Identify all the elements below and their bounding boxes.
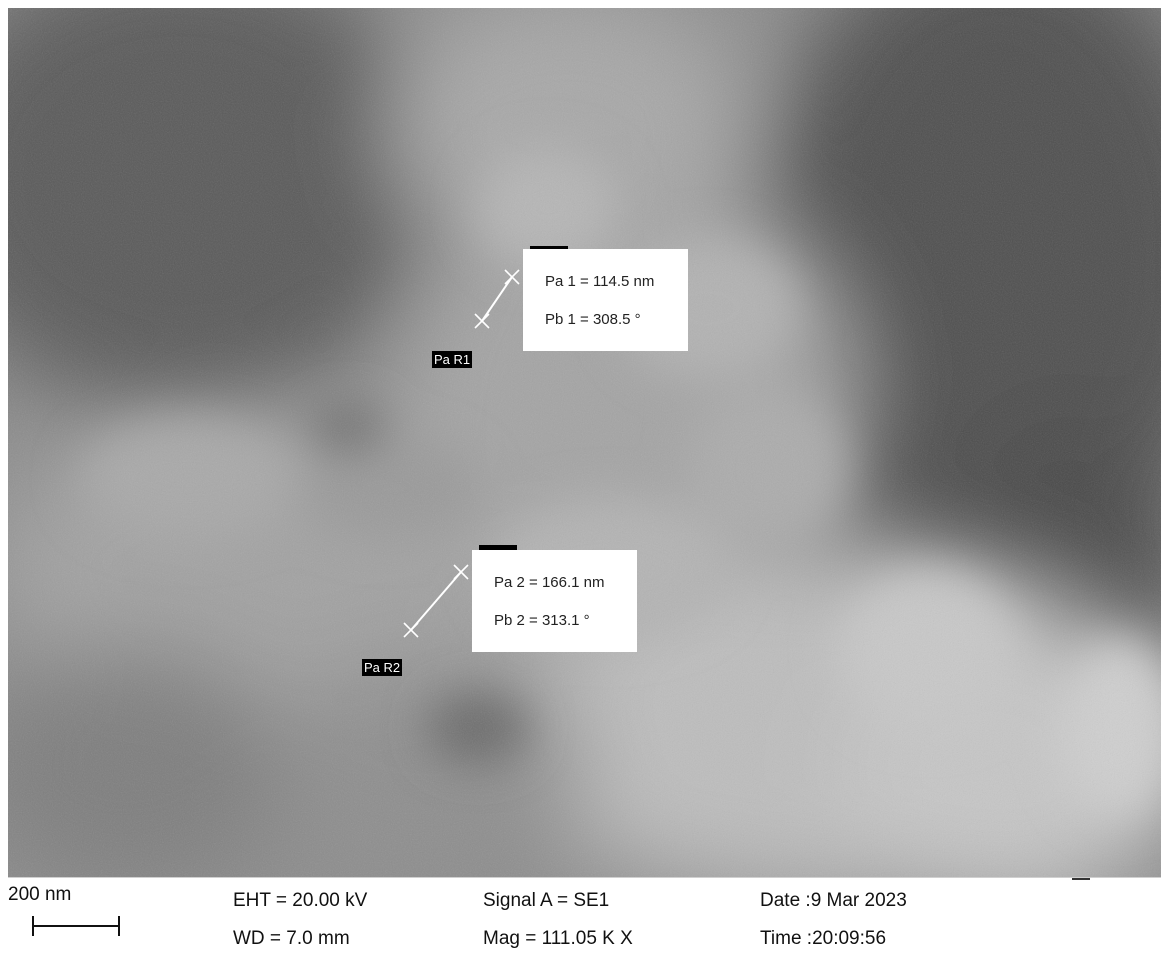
- measurement-1-pb-value: Pb 1 = 308.5 °: [545, 311, 641, 328]
- measurement-2-end-marker: [453, 564, 469, 580]
- measurement-2-pa-value: Pa 2 = 166.1 nm: [494, 574, 605, 591]
- wd-value: WD = 7.0 mm: [233, 928, 350, 949]
- measurement-1-graphic: [474, 269, 520, 329]
- measurement-1-start-marker: [474, 313, 490, 329]
- magnification-value: Mag = 111.05 K X: [483, 928, 633, 949]
- micrograph-texture: [8, 8, 1161, 877]
- corner-mark: [1072, 878, 1090, 880]
- measurement-1-pa-value: Pa 1 = 114.5 nm: [545, 273, 655, 290]
- measurement-1-end-marker: [504, 269, 520, 285]
- measurement-2-start-marker: [403, 622, 419, 638]
- info-bar: 200 nm EHT = 20.00 kV WD = 7.0 mm Signal…: [8, 877, 1161, 970]
- measurement-2-region-label: Pa R2: [362, 659, 403, 676]
- sem-micrograph: Pa R1 Pa R2 Pa 1 = 114.5 nm Pb 1 = 308.5…: [8, 8, 1161, 877]
- measurement-2-readout: Pa 2 = 166.1 nm Pb 2 = 313.1 °: [472, 550, 637, 652]
- scale-bar-label: 200 nm: [8, 884, 72, 905]
- measurement-1-readout: Pa 1 = 114.5 nm Pb 1 = 308.5 °: [523, 249, 688, 351]
- measurement-2-end-tag: [479, 545, 517, 553]
- signal-value: Signal A = SE1: [483, 890, 610, 911]
- time-value: Time :20:09:56: [760, 928, 887, 949]
- measurement-1-region-label: Pa R1: [432, 351, 473, 368]
- measurement-2-pb-value: Pb 2 = 313.1 °: [494, 612, 590, 629]
- scale-bar: [32, 916, 120, 936]
- eht-value: EHT = 20.00 kV: [233, 890, 368, 911]
- measurement-2-graphic: [403, 564, 469, 638]
- date-value: Date :9 Mar 2023: [760, 890, 907, 911]
